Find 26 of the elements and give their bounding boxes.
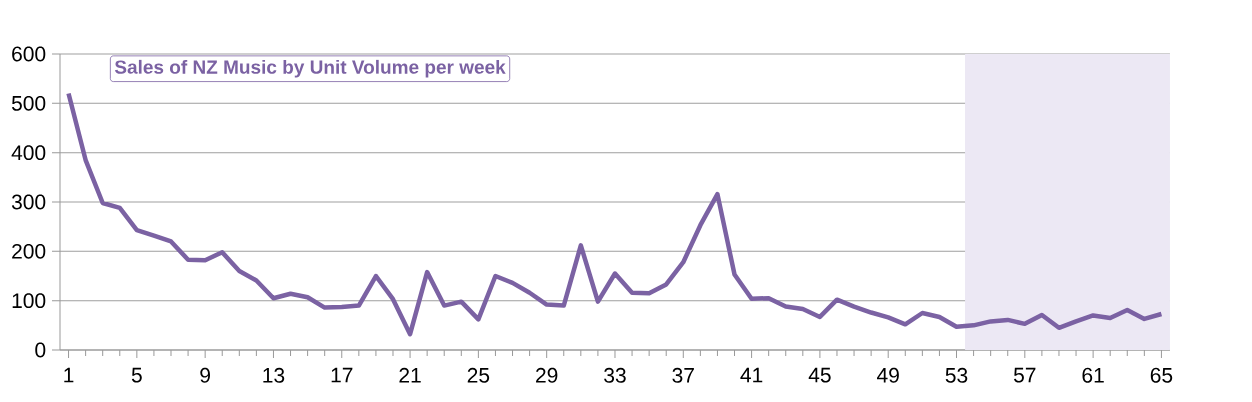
line-series [66, 91, 1164, 337]
x-tick-label: 25 [467, 367, 490, 383]
x-tick-label: 41 [740, 367, 763, 383]
y-tick-label: 500 [11, 95, 46, 111]
x-tick-label: 33 [604, 367, 626, 383]
x-tick-label: 53 [945, 367, 968, 383]
y-tick-label: 400 [11, 145, 46, 161]
x-tick-label: 65 [1150, 367, 1173, 383]
y-tick-label: 100 [12, 293, 46, 309]
y-tick-label: 0 [35, 342, 46, 358]
x-tick-label: 1 [64, 367, 74, 383]
x-tick-label: 9 [200, 367, 210, 383]
y-tick-label: 300 [11, 194, 46, 210]
x-tick-label: 13 [263, 367, 285, 383]
y-tick-label: 200 [12, 243, 46, 259]
chart-title: Sales of NZ Music by Unit Volume per week [114, 59, 506, 78]
x-tick-label: 37 [672, 367, 694, 383]
x-tick-label: 49 [877, 367, 899, 383]
y-tick-label: 600 [12, 46, 46, 62]
x-tick-label: 45 [808, 367, 831, 383]
x-tick-label: 5 [131, 367, 142, 383]
x-tick-label: 61 [1082, 367, 1104, 383]
x-tick-label: 29 [536, 367, 558, 383]
x-tick-label: 21 [399, 367, 421, 383]
x-tick-label: 17 [331, 367, 353, 383]
x-tick-label: 57 [1013, 367, 1036, 383]
